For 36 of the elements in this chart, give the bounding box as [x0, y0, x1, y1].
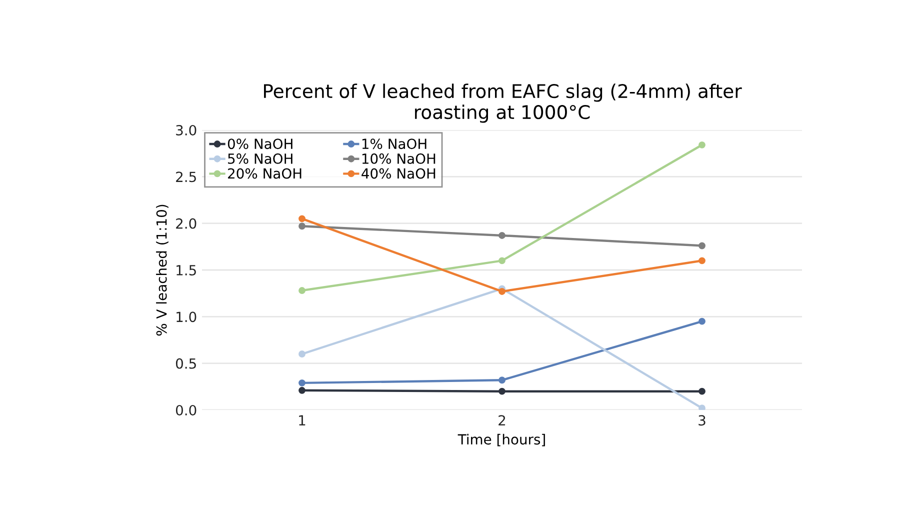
y-tick-label: 0.5 — [176, 358, 196, 369]
legend-label: 5% NaOH — [228, 153, 292, 164]
x-axis-title: Time [hours] — [458, 434, 545, 446]
y-tick-label: 1.5 — [176, 265, 196, 276]
legend-label: 0% NaOH — [228, 138, 292, 150]
y-tick-label: 1.0 — [176, 312, 196, 322]
legend-label: 10% NaOH — [362, 153, 436, 164]
y-tick-label: 2.0 — [176, 218, 196, 229]
y-tick-label: 2.5 — [176, 172, 196, 182]
legend-label: 20% NaOH — [228, 168, 302, 179]
y-tick-label: 3.0 — [176, 124, 196, 136]
point — [698, 141, 706, 148]
point — [298, 350, 306, 358]
legend-label: 40% NaOH — [362, 168, 436, 179]
point — [698, 318, 706, 325]
chart-title: Percent of V leached from EAFC slag (2-4mm) after roasting at 1000°C — [264, 84, 742, 123]
point — [698, 388, 706, 395]
x-tick-label: 3 — [698, 415, 706, 426]
point — [298, 379, 306, 386]
point — [698, 257, 706, 264]
point — [298, 215, 306, 222]
point — [298, 386, 306, 394]
y-tick-label: 0.0 — [176, 404, 196, 416]
x-tick-label: 1 — [299, 415, 306, 426]
point — [698, 242, 706, 250]
point — [498, 288, 506, 295]
point — [498, 257, 506, 264]
point — [498, 232, 506, 239]
legend-label: 1% NaOH — [362, 138, 426, 150]
point — [298, 222, 306, 230]
point — [698, 404, 706, 410]
point — [498, 376, 506, 384]
point — [498, 388, 506, 395]
y-axis-title: % V leached (1:10) — [156, 204, 168, 336]
point — [298, 287, 306, 294]
x-tick-label: 2 — [498, 415, 506, 426]
